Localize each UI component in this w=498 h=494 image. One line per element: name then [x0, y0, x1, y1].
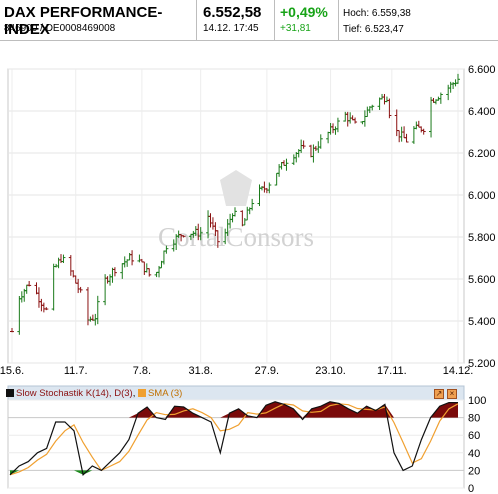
- ohlc-bar: [44, 307, 49, 311]
- instrument-cell: DAX PERFORMANCE-INDEX 846900 / DE0008469…: [0, 0, 197, 40]
- osc-y-tick-label: 20: [468, 465, 480, 477]
- last-price: 6.552,58: [203, 4, 262, 21]
- ohlc-bar: [387, 98, 392, 119]
- ohlc-bar: [130, 250, 135, 266]
- ohlc-bar: [78, 286, 83, 293]
- ohlc-bar: [250, 198, 255, 211]
- expand-oscillator-button[interactable]: ↗: [434, 389, 444, 399]
- last-price-cell: 6.552,58 14.12. 17:45: [197, 0, 275, 40]
- k-swatch: [6, 389, 14, 398]
- x-tick-label: 14.12.: [443, 365, 474, 377]
- osc-y-tick-label: 0: [468, 483, 474, 494]
- x-tick-label: 17.11.: [377, 365, 407, 377]
- ohlc-bar: [353, 117, 358, 124]
- day-high: Hoch: 6.559,38: [343, 8, 411, 19]
- x-tick-label: 31.8.: [188, 365, 212, 377]
- y-tick-label: 6.400: [468, 106, 496, 118]
- ohlc-bar: [335, 117, 340, 133]
- x-tick-label: 11.7.: [64, 365, 88, 377]
- y-tick-label: 5.800: [468, 232, 496, 244]
- x-tick-label: 23.10.: [315, 365, 346, 377]
- ohlc-bar: [27, 281, 32, 287]
- ohlc-bar: [181, 235, 186, 238]
- ohlc-bar: [233, 207, 237, 217]
- ohlc-bar: [61, 254, 66, 264]
- change-percent: +0,49%: [280, 4, 328, 20]
- osc-y-tick-label: 100: [468, 395, 486, 407]
- overbought-fill: [10, 401, 458, 418]
- change-cell: +0,49% +31,81: [275, 0, 339, 40]
- ohlc-bar: [112, 267, 117, 277]
- ohlc-bar: [215, 230, 220, 248]
- header-divider: [0, 40, 498, 41]
- y-tick-label: 6.600: [468, 64, 496, 76]
- range-cell: Hoch: 6.559,38 Tief: 6.523,47: [339, 0, 498, 40]
- day-low: Tief: 6.523,47: [343, 24, 404, 35]
- sma-line: [9, 403, 459, 476]
- change-absolute: +31,81: [280, 23, 311, 34]
- osc-y-tick-label: 60: [468, 430, 480, 442]
- y-tick-label: 6.000: [468, 190, 496, 202]
- quote-header: DAX PERFORMANCE-INDEX 846900 / DE0008469…: [0, 0, 498, 40]
- ohlc-bar: [301, 140, 306, 149]
- ohlc-bar: [10, 327, 14, 333]
- ohlc-bar: [95, 295, 100, 325]
- x-tick-label: 15.6.: [0, 365, 24, 377]
- ohlc-bar: [370, 104, 375, 111]
- ohlc-bar: [421, 128, 426, 135]
- instrument-name: DAX PERFORMANCE-INDEX: [4, 4, 163, 38]
- sma-swatch: [137, 389, 146, 398]
- price-plot-frame: [7, 68, 465, 364]
- osc-y-tick-label: 80: [468, 413, 480, 425]
- y-tick-label: 6.200: [468, 148, 496, 160]
- ohlc-bar: [164, 245, 169, 254]
- ohlc-bar: [198, 227, 203, 241]
- y-tick-label: 5.400: [468, 316, 496, 328]
- sma-label: SMA (3): [147, 388, 183, 399]
- ohlc-bar: [284, 158, 289, 171]
- watermark-logo: [220, 170, 252, 206]
- ohlc-bar: [318, 134, 323, 149]
- osc-y-tick-label: 40: [468, 448, 480, 460]
- quote-datetime: 14.12. 17:45: [203, 23, 259, 34]
- y-tick-label: 5.600: [468, 274, 496, 286]
- ohlc-bar: [147, 268, 152, 277]
- oscillator-legend: Slow Stochastik K(14), D(3), SMA (3): [6, 388, 182, 400]
- ohlc-bar: [456, 73, 460, 84]
- oscillator-title: Slow Stochastik K(14), D(3): [16, 388, 133, 399]
- ohlc-bar: [267, 182, 272, 194]
- stochastic-k-line: [9, 401, 458, 476]
- instrument-ids: 846900 / DE0008469008: [4, 23, 116, 34]
- ohlc-bar: [438, 92, 443, 104]
- ohlc-bar: [404, 133, 409, 143]
- x-tick-label: 27.9.: [255, 365, 279, 377]
- y-tick-label: 5.200: [468, 358, 496, 370]
- close-oscillator-button[interactable]: ×: [447, 389, 457, 399]
- x-tick-label: 7.8.: [133, 365, 151, 377]
